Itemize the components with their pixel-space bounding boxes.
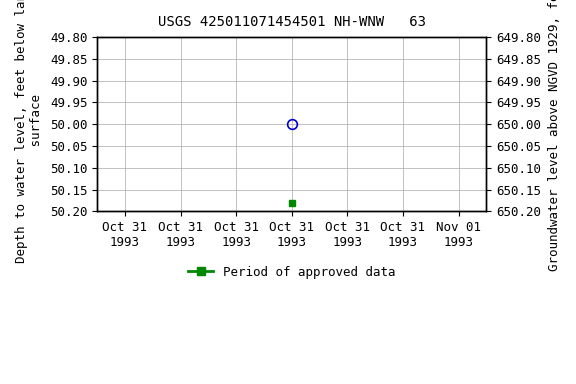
- Title: USGS 425011071454501 NH-WNW   63: USGS 425011071454501 NH-WNW 63: [158, 15, 426, 29]
- Y-axis label: Depth to water level, feet below land
 surface: Depth to water level, feet below land su…: [15, 0, 43, 263]
- Legend: Period of approved data: Period of approved data: [183, 261, 400, 284]
- Y-axis label: Groundwater level above NGVD 1929, feet: Groundwater level above NGVD 1929, feet: [548, 0, 561, 271]
